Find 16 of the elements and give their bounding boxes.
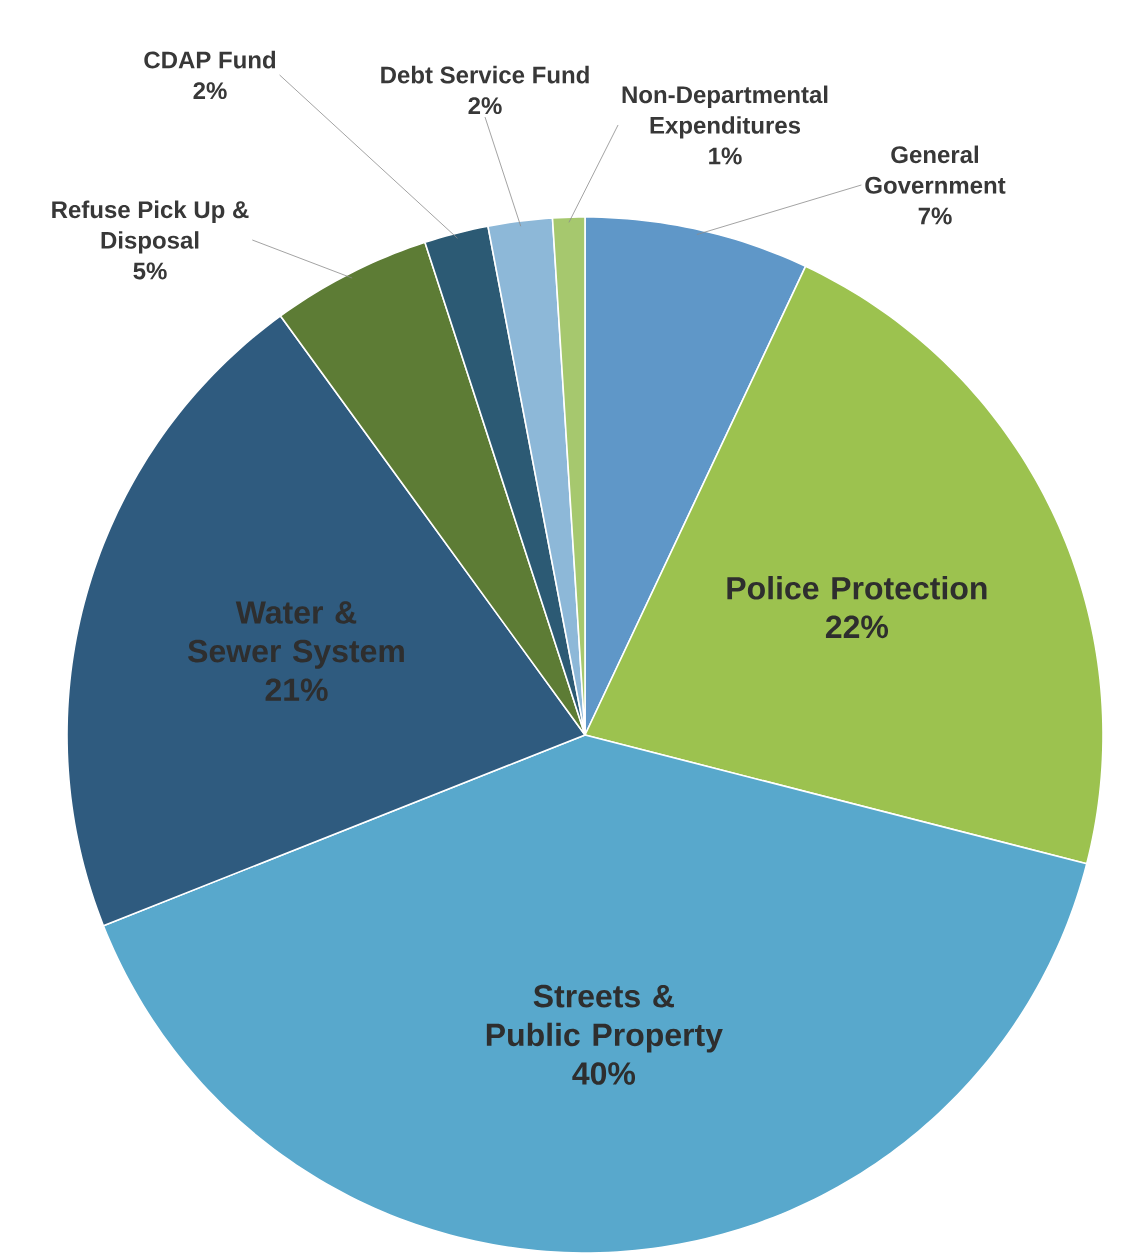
slice-label: General Government [865, 145, 1006, 194]
slice-label: Non-Departmental Expenditures [622, 85, 828, 139]
data-label: 7% [918, 207, 952, 225]
slice-label: CDAP Fund [144, 50, 276, 69]
data-label: 1% [709, 147, 742, 165]
slice-label: Streets & Public Property [486, 984, 723, 1053]
data-label: 40% [572, 1062, 636, 1085]
data-label: 22% [825, 615, 889, 639]
data-label: 21% [265, 678, 328, 702]
slice-label: Refuse Pick Up & Disposal [52, 200, 249, 254]
data-label: 2% [468, 97, 502, 115]
data-label: 2% [193, 82, 227, 100]
slice-label: Police Protection [727, 576, 987, 600]
slice-label: Debt Service Fund [381, 65, 589, 84]
data-label: 5% [133, 262, 167, 280]
slice-label: Water & Sewer System [188, 601, 404, 669]
